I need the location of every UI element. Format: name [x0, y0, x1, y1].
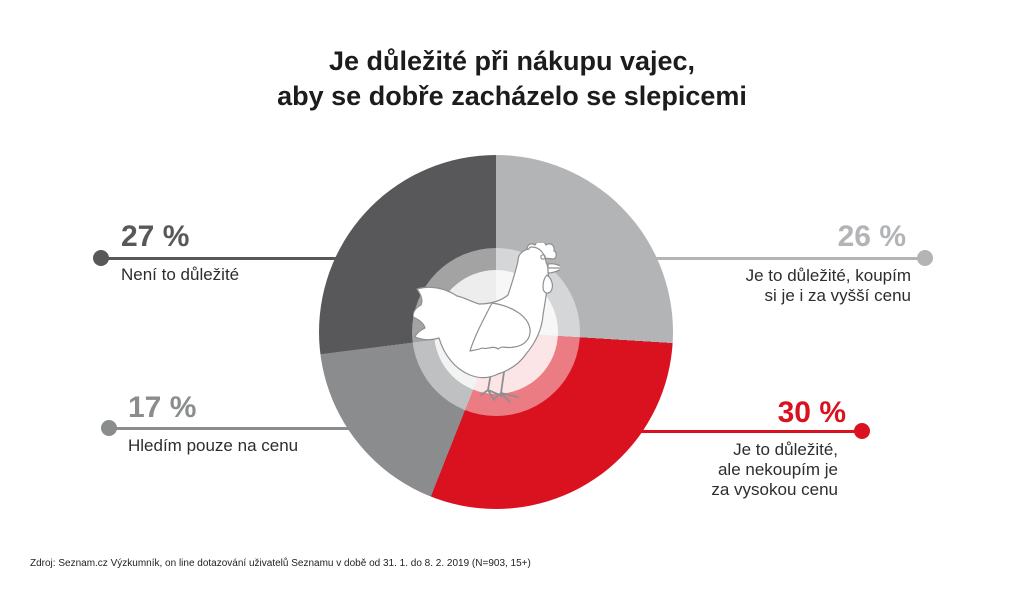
- hen-leg-front: [493, 371, 519, 403]
- callout-text-26-line2: si je i za vyšší cenu: [764, 286, 911, 305]
- hen-eye: [540, 254, 546, 260]
- callout-dot-30: [854, 423, 870, 439]
- callout-dot-17: [101, 420, 117, 436]
- callout-text-26: Je to důležité, koupím si je i za vyšší …: [746, 266, 911, 306]
- percent-label-26: 26 %: [837, 220, 906, 253]
- percent-label-27: 27 %: [121, 220, 190, 253]
- hen-wing: [469, 302, 531, 352]
- hen-body: [413, 246, 549, 379]
- callout-text-26-line1: Je to důležité, koupím: [745, 266, 911, 285]
- source-note: Zdroj: Seznam.cz Výzkumník, on line dota…: [30, 558, 531, 569]
- callout-line-27: [100, 257, 360, 260]
- callout-line-17: [108, 427, 360, 430]
- hen-leg-back: [480, 372, 503, 401]
- hen-icon: [413, 243, 560, 403]
- percent-label-30: 30 %: [777, 396, 846, 429]
- hen-wattle: [542, 274, 553, 294]
- chart-title: Je důležité při nákupu vajec, aby se dob…: [0, 44, 1024, 114]
- callout-line-26: [640, 257, 926, 260]
- chart-title-line1: Je důležité při nákupu vajec,: [328, 46, 696, 76]
- percent-label-17: 17 %: [128, 391, 197, 424]
- callout-line-30: [636, 430, 862, 433]
- callout-text-30-line2: ale nekoupím je: [717, 460, 838, 479]
- callout-text-27: Není to důležité: [121, 265, 240, 284]
- callout-text-30-line3: za vysokou cenu: [711, 480, 838, 499]
- callout-text-17: Hledím pouze na cenu: [128, 436, 299, 455]
- chart-title-line2: aby se dobře zacházelo se slepicemi: [277, 81, 747, 111]
- callout-dot-27: [93, 250, 109, 266]
- callout-text-30: Je to důležité, ale nekoupím je za vysok…: [711, 440, 838, 500]
- callout-dot-26: [917, 250, 933, 266]
- callout-text-30-line1: Je to důležité,: [733, 440, 838, 459]
